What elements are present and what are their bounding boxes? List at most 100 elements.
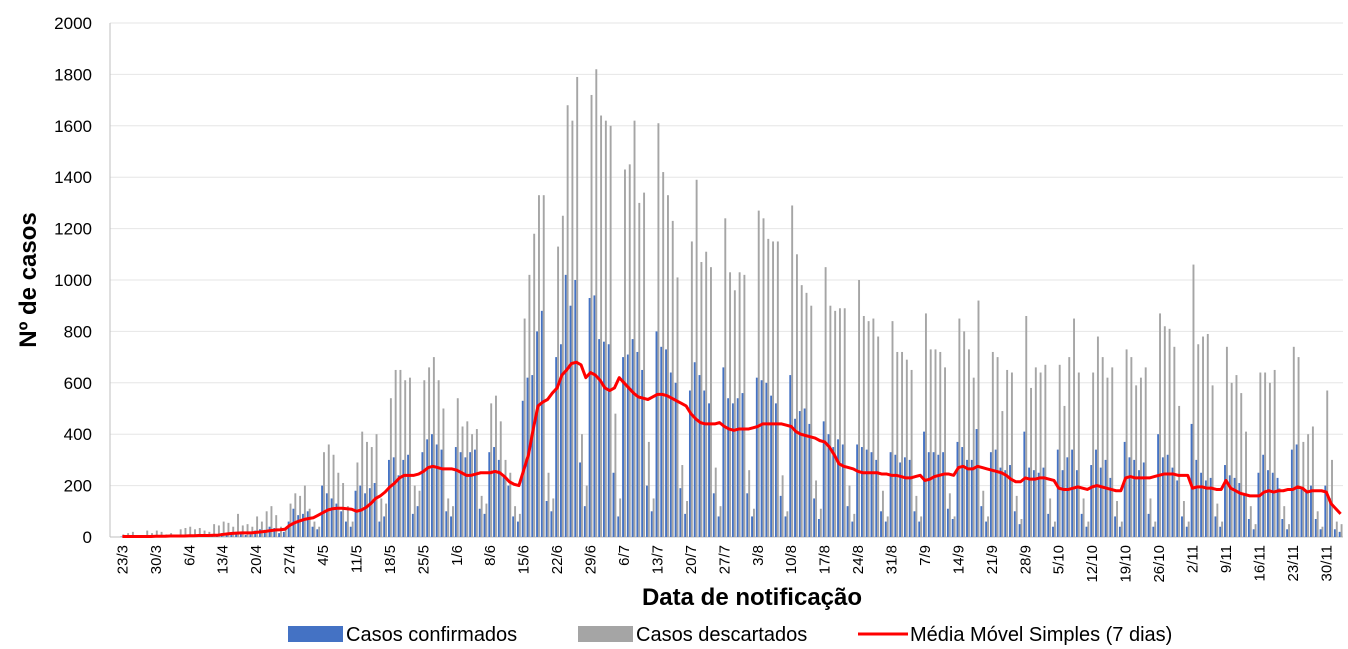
bar [920,516,923,537]
x-tick-label: 24/8 [850,545,867,574]
bar [1139,377,1142,537]
bar [1324,485,1327,537]
bar [908,459,911,537]
bar [282,531,285,537]
bar [413,485,416,537]
bar [647,441,650,537]
bar [528,274,531,537]
x-tick-label: 13/7 [649,545,666,574]
bar [784,516,787,537]
bar [813,498,816,537]
bar [600,115,603,538]
bar [927,452,930,537]
bar [120,536,123,537]
bar [1120,521,1123,537]
bar [652,498,655,537]
bar [308,508,311,537]
legend-label: Casos confirmados [346,624,517,646]
bar [227,522,230,537]
bar [970,459,973,537]
x-tick-label: 19/10 [1118,545,1135,583]
bar [502,475,505,537]
bar [588,297,591,537]
bar [980,506,983,537]
x-tick-label: 29/6 [583,545,600,574]
bar [1230,382,1233,537]
bar [1056,449,1059,537]
bar [1159,313,1161,537]
bar [1305,490,1308,537]
bar [667,195,669,537]
bar [846,506,849,537]
bar [684,513,687,537]
bar [566,105,569,538]
bar [946,508,949,537]
bar [655,331,658,537]
bar [776,241,779,537]
bar [803,408,806,537]
bar [1114,516,1117,537]
bar [875,459,878,537]
bar [440,449,443,537]
x-tick-label: 22/6 [549,545,566,574]
bar [1004,470,1007,537]
bar [345,521,347,537]
bar [146,530,149,537]
bar [411,513,414,537]
bar [402,459,405,537]
bar [781,475,784,537]
bar [289,503,292,537]
bar [832,447,835,537]
bar [1061,470,1064,537]
bar [757,210,760,538]
y-tick-label: 2000 [54,14,92,33]
bar [1329,498,1332,537]
x-tick-label: 3/8 [750,545,767,566]
bar [924,313,927,537]
bar [633,120,636,537]
bar [490,403,493,537]
bar [862,315,865,537]
bar [645,485,648,537]
x-tick-label: 9/11 [1218,545,1235,573]
x-tick-label: 31/8 [884,545,901,574]
bar [1316,511,1319,537]
bar [937,454,940,537]
bar [815,480,818,537]
bar [1214,516,1217,537]
bar [860,447,863,537]
bar [1254,524,1257,537]
bar [794,418,796,537]
bar [1095,449,1097,537]
bar [985,521,988,537]
bar [480,495,483,537]
bar [733,290,736,537]
bar [581,434,583,537]
bar [316,529,319,537]
y-tick-label: 1400 [54,168,92,187]
bar [1154,521,1157,537]
bar [729,272,732,537]
legend-label: Média Móvel Simples (7 dias) [910,624,1172,646]
y-tick-label: 0 [83,528,92,547]
bar [918,521,921,537]
bar [607,344,610,537]
bar [1257,472,1260,537]
bar [1171,467,1174,537]
bar [456,398,459,537]
bar [1133,459,1136,537]
bar [416,506,419,537]
bar [569,305,572,537]
bar [817,519,820,537]
bar [915,495,918,537]
legend-label: Casos descartados [636,624,807,646]
bar [929,349,932,537]
bar [910,369,913,537]
bar [760,380,763,537]
bar [693,362,696,537]
bar [313,521,316,537]
bar [808,423,811,537]
y-tick-label: 800 [64,322,92,341]
bar [810,305,813,537]
bar [834,310,837,537]
